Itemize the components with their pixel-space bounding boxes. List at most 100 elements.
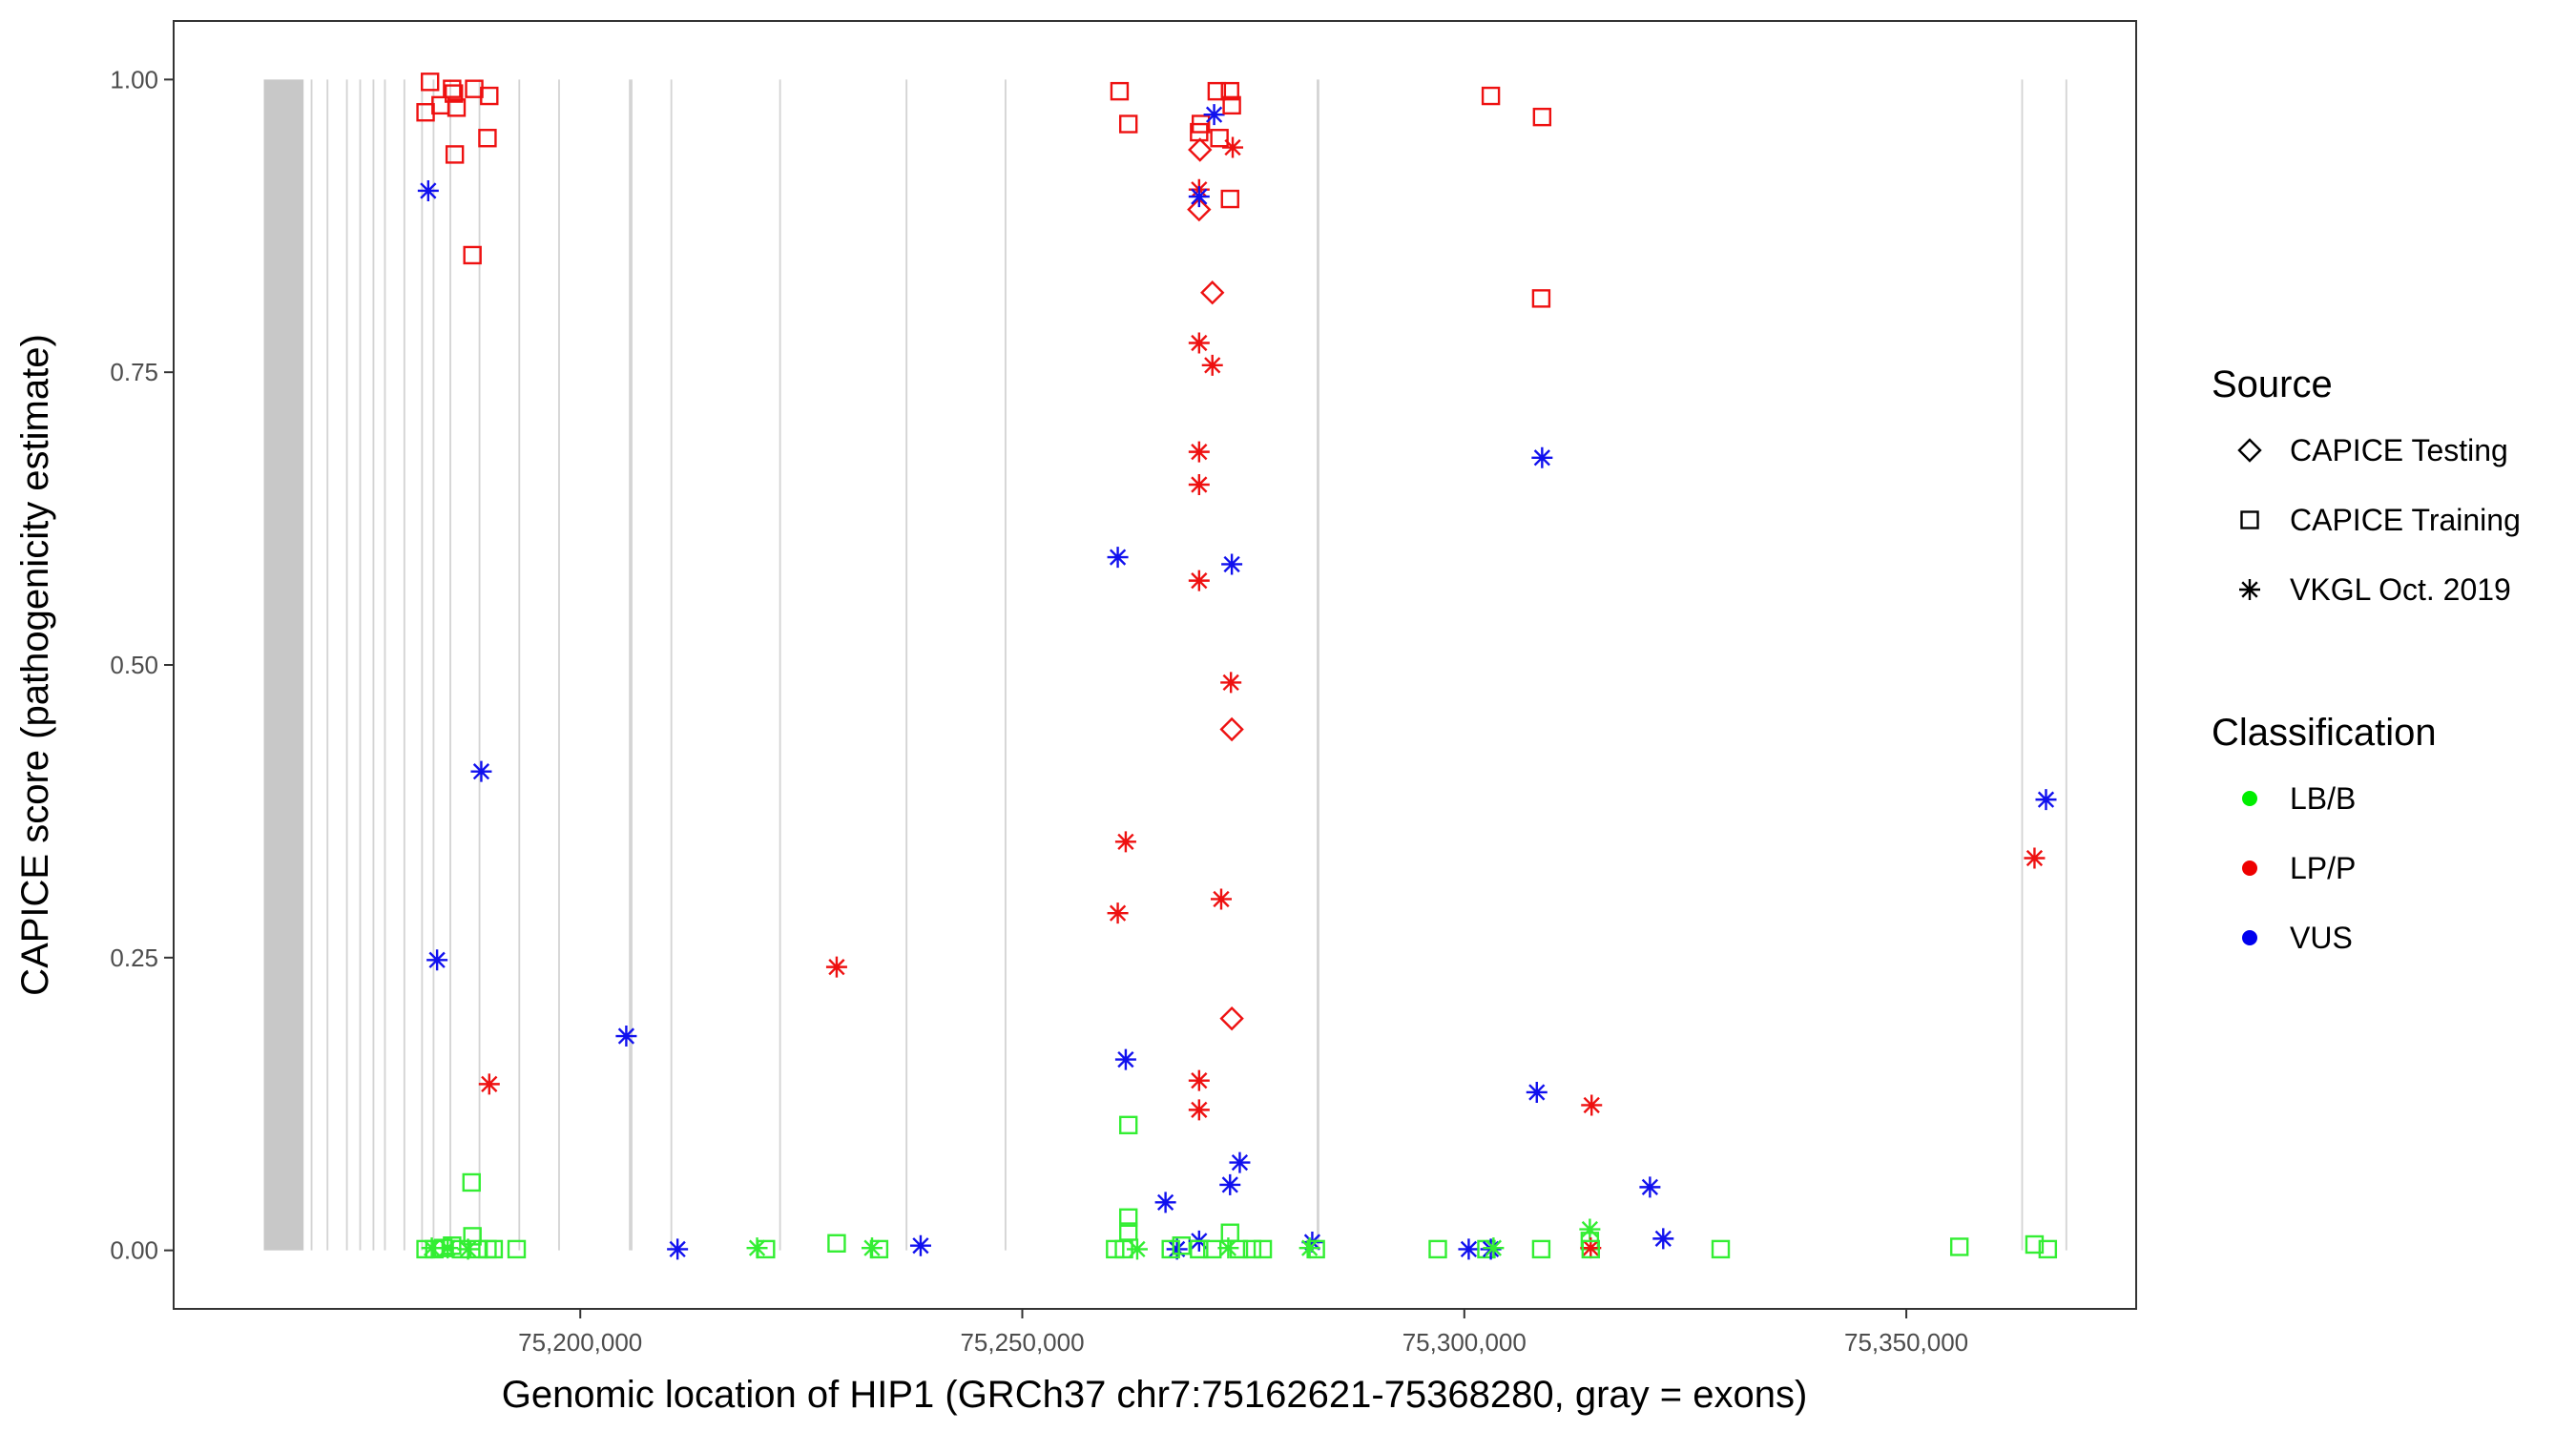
exon-band (2021, 79, 2024, 1251)
legend-source-training-label: CAPICE Training (2290, 503, 2521, 537)
data-point (1531, 446, 1553, 468)
data-point (426, 949, 448, 971)
data-point (437, 1237, 459, 1259)
data-point (1188, 441, 1210, 463)
data-point (825, 956, 847, 978)
axes: 0.00 0.25 0.50 0.75 1.00 75,200,000 75,250,000… (110, 65, 1968, 1357)
legend-source-vkgl-label: VKGL Oct. 2019 (2290, 572, 2511, 607)
legend-class-title: Classification (2212, 712, 2437, 754)
y-tick-label: 0.25 (110, 944, 158, 972)
legend-class-lpp-label: LP/P (2290, 851, 2356, 885)
data-point (827, 1234, 846, 1253)
data-point (1219, 1006, 1244, 1031)
data-point (1114, 831, 1136, 853)
data-point (1107, 547, 1129, 569)
exon-band (421, 79, 424, 1251)
data-point (667, 1238, 689, 1260)
data-point (1220, 672, 1242, 694)
exon-band (345, 79, 348, 1251)
data-point (1483, 1237, 1505, 1259)
data-point (1188, 1099, 1210, 1121)
data-point (463, 245, 482, 265)
data-point (1126, 1238, 1148, 1260)
data-point (757, 1239, 776, 1259)
data-point (1188, 474, 1210, 495)
data-point (1580, 1237, 1602, 1259)
data-point (1188, 137, 1213, 162)
data-point (1220, 81, 1239, 101)
data-point (1210, 129, 1229, 148)
data-point (1191, 114, 1211, 134)
data-point (1579, 1218, 1601, 1240)
plot-background (174, 21, 2136, 1309)
legend-source-key (2237, 438, 2262, 463)
data-point (445, 145, 465, 164)
data-point (1188, 186, 1210, 208)
data-point (1172, 1236, 1191, 1255)
data-point (1949, 1237, 1969, 1256)
exon-band (905, 79, 908, 1251)
x-axis-title: Genomic location of HIP1 (GRCh37 chr7:75… (502, 1374, 1808, 1416)
data-point (1119, 114, 1138, 134)
y-tick-label: 1.00 (110, 65, 158, 93)
data-point (1652, 1228, 1674, 1250)
y-tick-label: 0.75 (110, 358, 158, 386)
data-point (1188, 1069, 1210, 1091)
data-point (1222, 136, 1244, 158)
data-point (1119, 1115, 1138, 1135)
exon-band (372, 79, 375, 1251)
data-point (507, 1239, 527, 1259)
data-point (1219, 1173, 1241, 1195)
data-point (1481, 86, 1501, 106)
data-point (1110, 81, 1130, 101)
legend-class-lbb-label: LB/B (2290, 781, 2356, 816)
exon-band (403, 79, 405, 1251)
data-point (1114, 1048, 1136, 1070)
data-point (1639, 1176, 1661, 1198)
legend-class-key (2242, 791, 2257, 806)
exon-band (779, 79, 781, 1251)
y-tick-label: 0.50 (110, 651, 158, 679)
data-point (462, 1172, 481, 1192)
data-point (2035, 789, 2057, 811)
data-point (2038, 1239, 2058, 1259)
data-point (2024, 847, 2046, 869)
data-point (1119, 1222, 1138, 1241)
exon-bands (263, 79, 2067, 1251)
data-point (457, 1238, 479, 1260)
data-point (1188, 332, 1210, 354)
data-point (1190, 1239, 1209, 1259)
exon-band (326, 79, 329, 1251)
data-point (1531, 1239, 1551, 1259)
data-point (478, 129, 497, 148)
data-point (1219, 716, 1244, 742)
exon-band (432, 79, 435, 1251)
data-point (1207, 81, 1227, 101)
legend-class-key (2242, 930, 2257, 945)
data-point (1221, 553, 1243, 575)
legend-source-key (2239, 579, 2260, 600)
legend-class-vus-label: VUS (2290, 921, 2353, 955)
data-point (1458, 1238, 1480, 1260)
data-point (1581, 1094, 1603, 1116)
data-point (1222, 95, 1241, 115)
legend: Source CAPICE Testing CAPICE Training VK… (2212, 363, 2521, 955)
exon-band (449, 79, 451, 1251)
data-point (484, 1239, 504, 1259)
data-point (2025, 1234, 2045, 1255)
data-point (447, 98, 467, 117)
data-point (1201, 354, 1223, 376)
data-point (1217, 1237, 1239, 1259)
data-point (421, 1237, 443, 1259)
data-point (1107, 902, 1129, 924)
data-point (445, 84, 464, 103)
data-point (1154, 1192, 1176, 1213)
data-point (1298, 1237, 1320, 1259)
data-point (909, 1234, 931, 1256)
exon-band (359, 79, 362, 1251)
data-point (421, 73, 440, 92)
data-point (869, 1239, 889, 1259)
data-point (615, 1026, 637, 1047)
data-point (1200, 280, 1225, 305)
exon-band (263, 79, 304, 1251)
